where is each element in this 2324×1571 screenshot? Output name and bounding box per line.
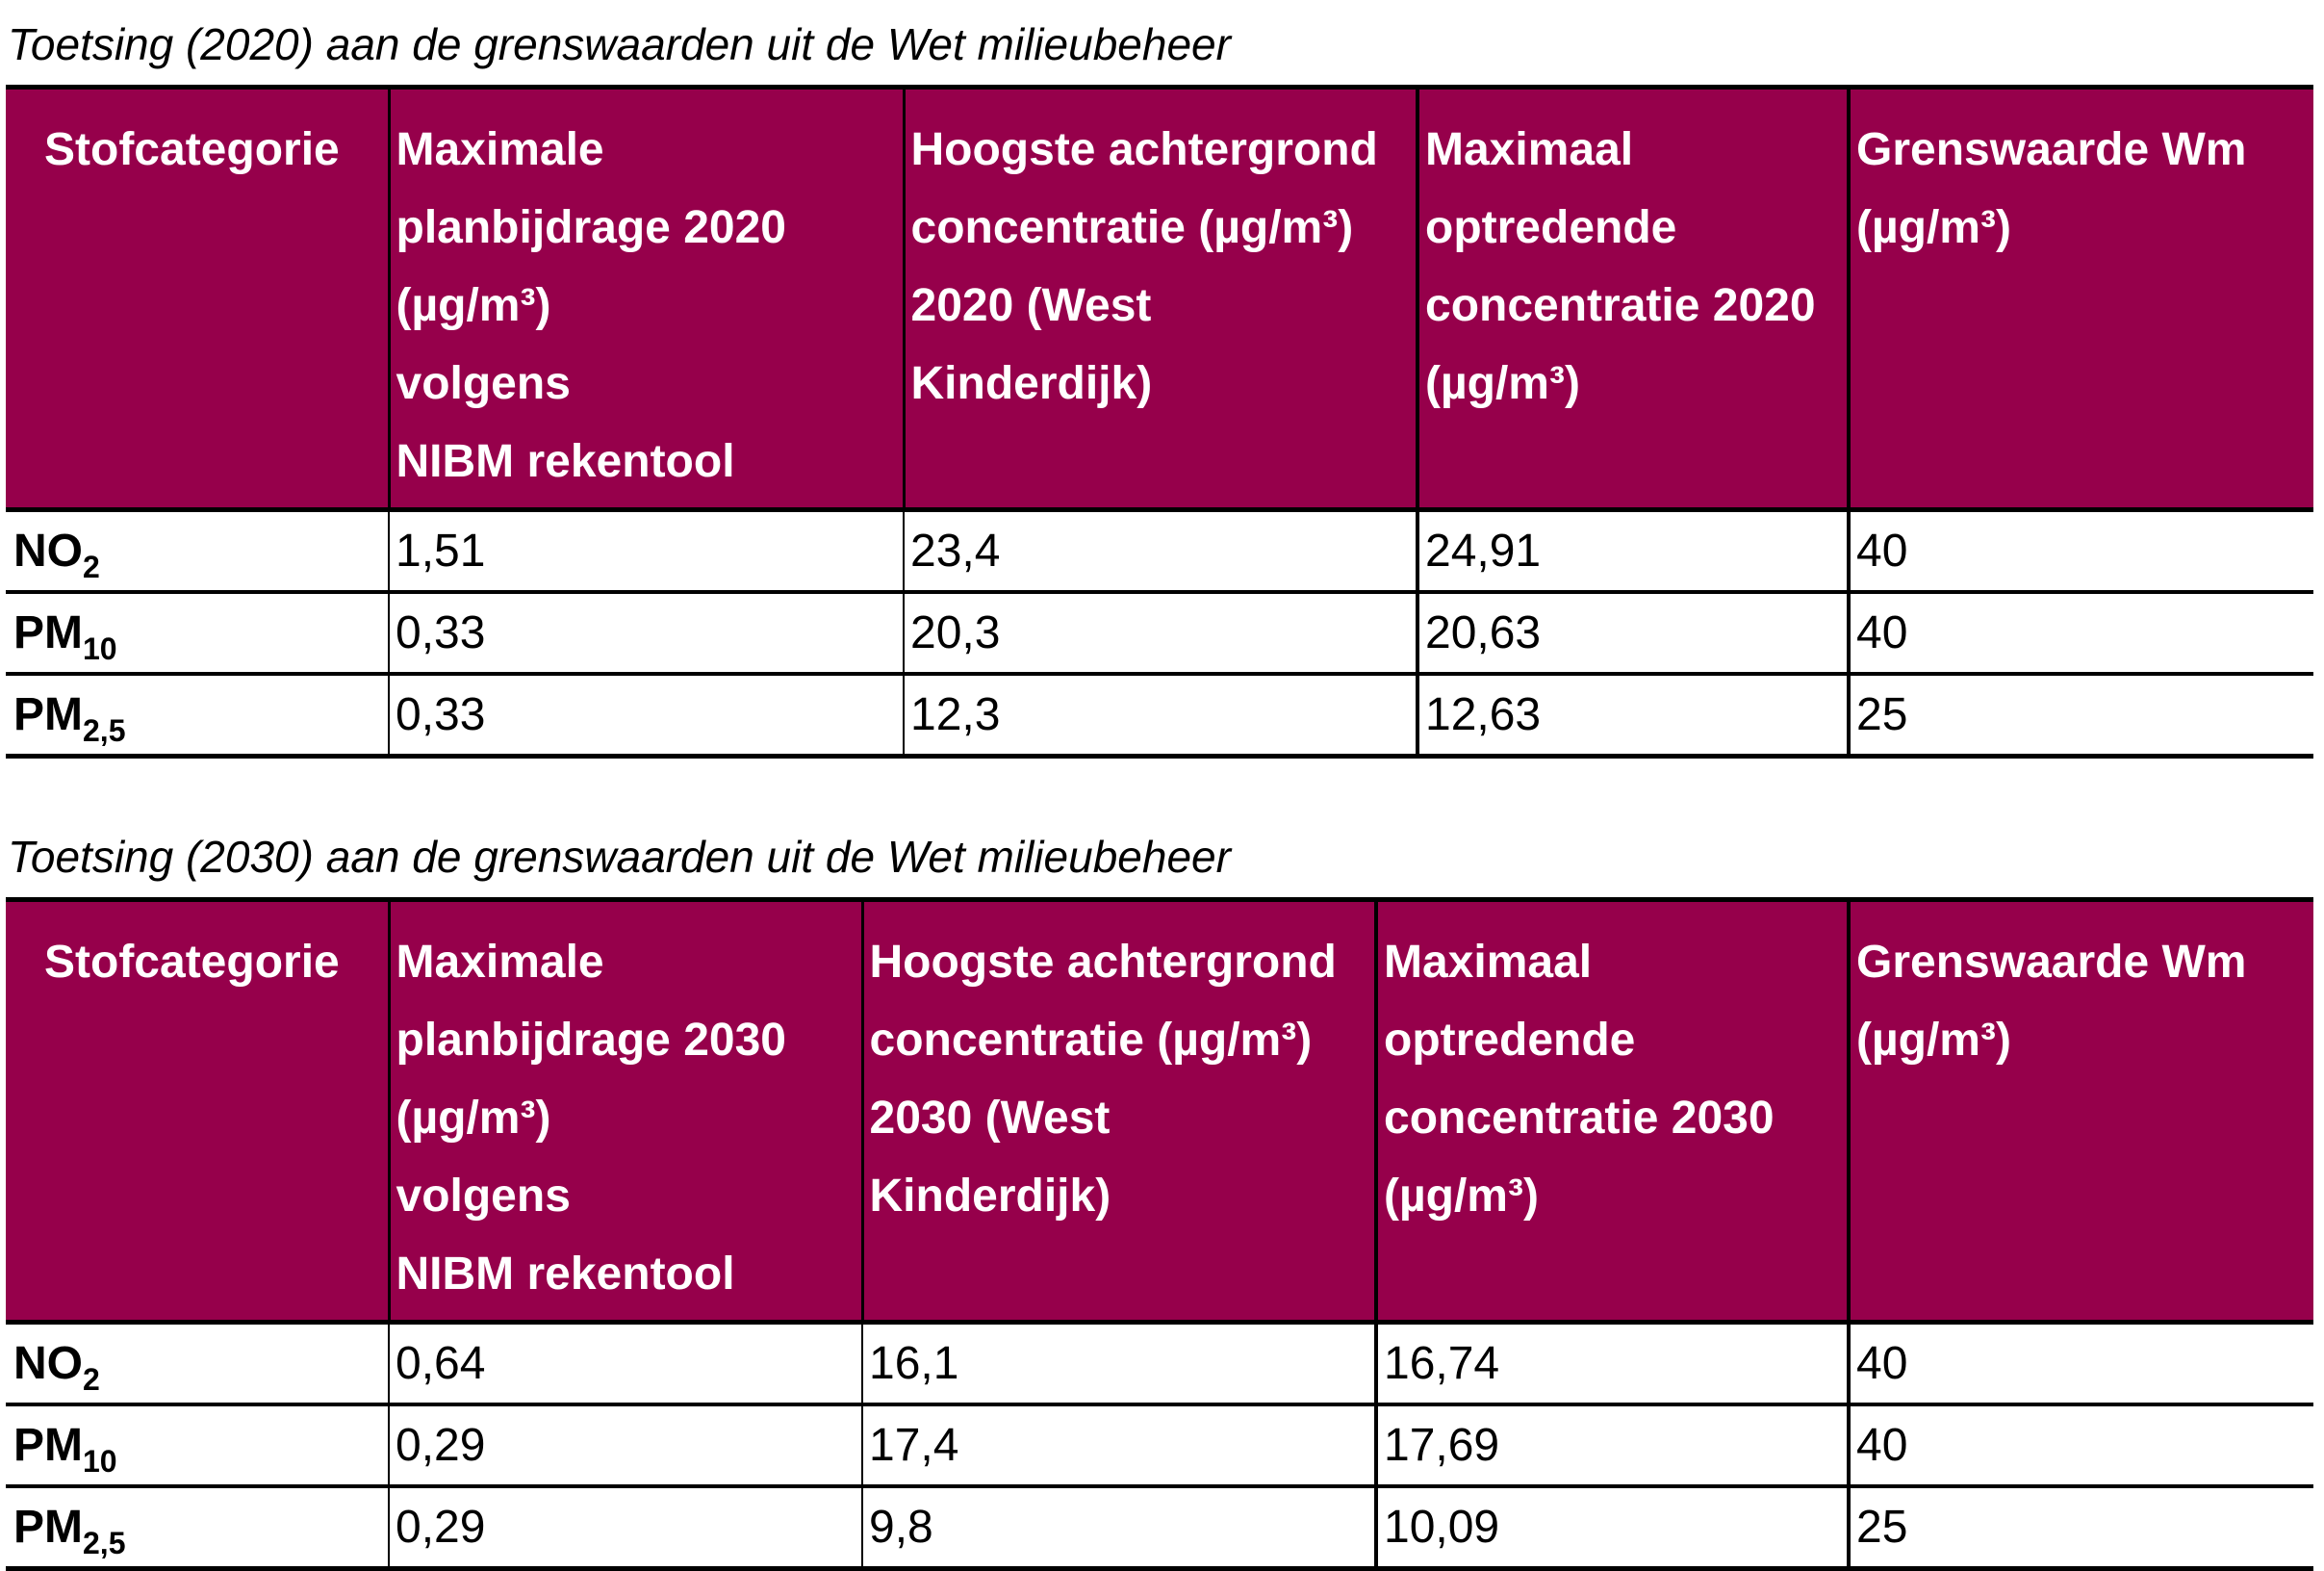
table-header-row: Stofcategorie Maximale planbijdrage 2030… xyxy=(6,899,2313,1323)
table-header-row: Stofcategorie Maximale planbijdrage 2020… xyxy=(6,87,2313,510)
header-substance-category: Stofcategorie xyxy=(6,899,389,1323)
limit-value-cell: 40 xyxy=(1847,592,2313,676)
max-concentration-cell: 20,63 xyxy=(1416,592,1849,676)
assessment-table-2020: Stofcategorie Maximale planbijdrage 2020… xyxy=(6,85,2313,759)
substance-cell: NO2 xyxy=(6,1322,389,1406)
header-max-plan-contribution: Maximale planbijdrage 2030 (µg/m³) volge… xyxy=(387,899,862,1323)
header-highest-background-concentration: Hoogste achtergrond concentratie (µg/m³)… xyxy=(902,87,1417,510)
header-max-occurring-concentration: Maximaal optredende concentratie 2030 (µ… xyxy=(1374,899,1849,1323)
header-max-occurring-concentration: Maximaal optredende concentratie 2020 (µ… xyxy=(1416,87,1849,510)
table-row: PM2,5 0,33 12,3 12,63 25 xyxy=(6,674,2313,759)
limit-value-cell: 40 xyxy=(1847,1404,2313,1488)
max-concentration-cell: 24,91 xyxy=(1416,509,1849,594)
substance-cell: PM10 xyxy=(6,592,389,676)
table-row: NO2 0,64 16,1 16,74 40 xyxy=(6,1322,2313,1406)
background-concentration-cell: 20,3 xyxy=(903,592,1417,676)
plan-contribution-cell: 1,51 xyxy=(388,509,904,594)
header-substance-category: Stofcategorie xyxy=(6,87,389,510)
plan-contribution-cell: 0,64 xyxy=(388,1322,862,1406)
table-row: PM10 0,33 20,3 20,63 40 xyxy=(6,592,2313,676)
header-limit-value: Grenswaarde Wm (µg/m³) xyxy=(1847,899,2313,1323)
header-limit-value: Grenswaarde Wm (µg/m³) xyxy=(1847,87,2313,510)
substance-cell: PM2,5 xyxy=(6,674,389,759)
header-max-plan-contribution: Maximale planbijdrage 2020 (µg/m³) volge… xyxy=(387,87,904,510)
background-concentration-cell: 17,4 xyxy=(861,1404,1376,1488)
table-row: NO2 1,51 23,4 24,91 40 xyxy=(6,509,2313,594)
plan-contribution-cell: 0,29 xyxy=(388,1404,862,1488)
limit-value-cell: 40 xyxy=(1847,1322,2313,1406)
plan-contribution-cell: 0,33 xyxy=(388,592,904,676)
table-caption: Toetsing (2030) aan de grenswaarden uit … xyxy=(8,832,1231,882)
max-concentration-cell: 12,63 xyxy=(1416,674,1849,759)
assessment-table-2030: Stofcategorie Maximale planbijdrage 2030… xyxy=(6,897,2313,1571)
substance-cell: PM10 xyxy=(6,1404,389,1488)
max-concentration-cell: 16,74 xyxy=(1374,1322,1849,1406)
background-concentration-cell: 16,1 xyxy=(861,1322,1376,1406)
limit-value-cell: 25 xyxy=(1847,674,2313,759)
background-concentration-cell: 12,3 xyxy=(903,674,1417,759)
table-row: PM10 0,29 17,4 17,69 40 xyxy=(6,1404,2313,1488)
plan-contribution-cell: 0,33 xyxy=(388,674,904,759)
background-concentration-cell: 23,4 xyxy=(903,509,1417,594)
max-concentration-cell: 17,69 xyxy=(1374,1404,1849,1488)
table-caption: Toetsing (2020) aan de grenswaarden uit … xyxy=(8,19,1231,69)
header-highest-background-concentration: Hoogste achtergrond concentratie (µg/m³)… xyxy=(860,899,1376,1323)
limit-value-cell: 40 xyxy=(1847,509,2313,594)
substance-cell: NO2 xyxy=(6,509,389,594)
